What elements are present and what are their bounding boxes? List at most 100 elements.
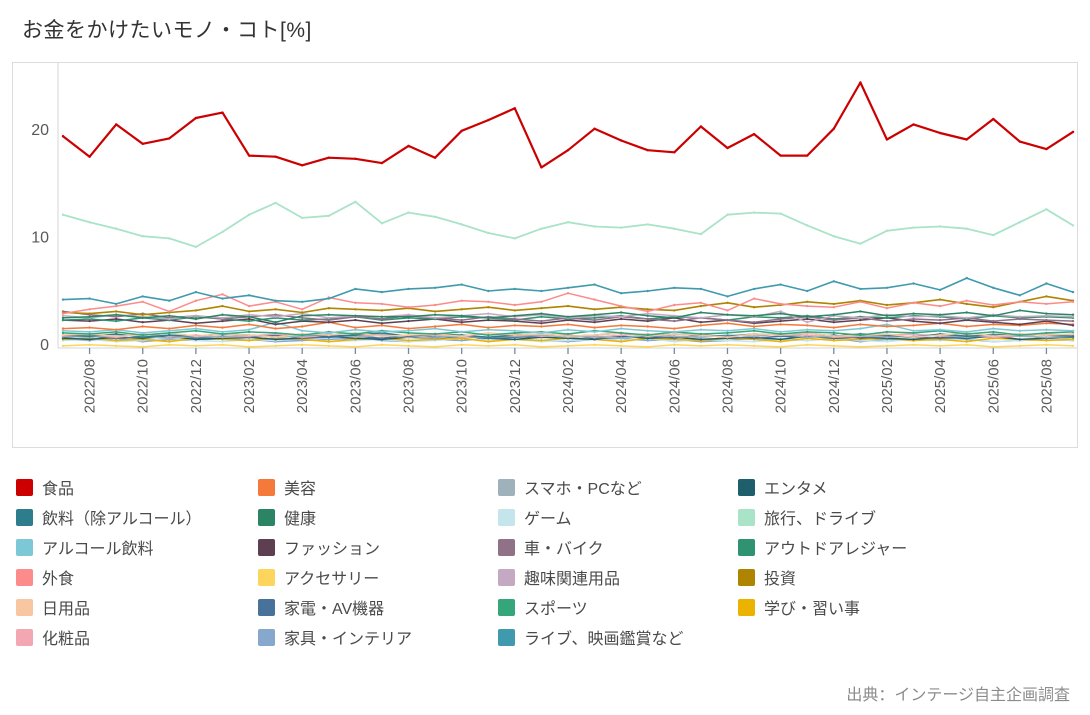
data-point-marker — [354, 336, 357, 339]
x-axis-label: 2023/08 — [401, 359, 418, 413]
data-point-marker — [194, 327, 198, 330]
data-point-marker — [1018, 317, 1021, 321]
data-point-marker — [327, 340, 330, 343]
data-point-marker — [885, 325, 889, 328]
legend-swatch — [738, 538, 755, 556]
data-point-marker — [380, 315, 384, 318]
data-point-marker — [540, 319, 543, 323]
data-point-marker — [726, 322, 729, 325]
data-point-marker — [566, 344, 570, 348]
data-point-marker — [221, 319, 224, 323]
data-point-marker — [301, 314, 304, 317]
data-point-marker — [487, 326, 490, 329]
data-point-marker — [593, 225, 596, 228]
data-point-marker — [513, 314, 516, 317]
data-point-marker — [699, 311, 703, 314]
data-point-marker — [407, 319, 410, 323]
legend-swatch — [258, 538, 275, 556]
data-point-marker — [327, 214, 330, 217]
data-point-marker — [327, 321, 330, 324]
data-point-marker — [115, 302, 118, 306]
legend-swatch — [16, 508, 33, 526]
data-point-marker — [779, 319, 782, 323]
data-point-marker — [354, 345, 357, 349]
data-point-marker — [380, 302, 384, 306]
data-point-marker — [699, 125, 703, 128]
data-point-marker — [779, 338, 782, 341]
data-point-marker — [194, 329, 198, 332]
data-point-marker — [726, 336, 729, 339]
data-point-marker — [354, 287, 357, 291]
data-point-marker — [779, 330, 782, 334]
data-point-marker — [566, 328, 570, 331]
data-point-marker — [593, 343, 596, 346]
data-point-marker — [168, 329, 171, 332]
data-point-marker — [593, 318, 596, 322]
data-point-marker — [88, 335, 91, 338]
data-point-marker — [407, 331, 410, 335]
data-point-marker — [965, 138, 968, 141]
data-point-marker — [859, 316, 862, 320]
data-point-marker — [274, 299, 277, 302]
data-point-marker — [327, 156, 330, 159]
data-point-marker — [1071, 319, 1075, 323]
data-point-marker — [141, 316, 144, 320]
legend-swatch — [16, 628, 33, 646]
data-point-marker — [885, 336, 889, 339]
x-axis-label: 2023/12 — [507, 359, 524, 413]
data-point-marker — [938, 298, 942, 301]
data-point-marker — [88, 221, 91, 224]
legend-swatch — [258, 508, 275, 526]
data-point-marker — [699, 336, 703, 339]
legend-label: スポーツ — [524, 601, 588, 618]
legend-label: 日用品 — [42, 601, 91, 618]
data-point-marker — [726, 295, 729, 298]
data-point-marker — [752, 340, 756, 343]
data-point-marker — [1071, 224, 1075, 227]
data-point-marker — [992, 345, 995, 349]
legend-swatch — [258, 568, 275, 586]
legend-item: 化粧品 — [16, 622, 258, 652]
data-point-marker — [806, 339, 809, 342]
data-point-marker — [992, 327, 995, 330]
data-point-marker — [673, 227, 676, 230]
legend-label: ライブ、映画鑑賞など — [524, 631, 684, 648]
data-point-marker — [433, 303, 437, 307]
data-point-marker — [247, 333, 251, 337]
data-point-marker — [327, 333, 330, 337]
data-point-marker — [646, 308, 649, 311]
data-point-marker — [407, 344, 410, 348]
data-point-marker — [115, 304, 118, 308]
data-point-marker — [540, 322, 543, 325]
data-point-marker — [885, 344, 889, 348]
data-point-marker — [513, 343, 516, 346]
data-point-marker — [221, 313, 224, 316]
data-point-marker — [646, 312, 649, 315]
data-point-marker — [247, 319, 251, 323]
data-point-marker — [407, 327, 410, 330]
data-point-marker — [1045, 318, 1048, 322]
data-point-marker — [779, 302, 782, 306]
legend-label: 趣味関連用品 — [524, 571, 621, 588]
data-point-marker — [699, 338, 703, 341]
data-point-marker — [752, 306, 756, 309]
data-point-marker — [566, 323, 570, 326]
data-point-marker — [61, 333, 65, 337]
data-point-marker — [141, 336, 144, 339]
data-point-marker — [513, 237, 516, 240]
data-point-marker — [327, 331, 330, 335]
data-point-marker — [460, 223, 463, 226]
data-point-marker — [487, 333, 490, 337]
data-point-marker — [620, 311, 623, 314]
data-point-marker — [673, 309, 676, 312]
legend-label: 投資 — [764, 571, 797, 588]
data-point-marker — [460, 308, 463, 311]
data-point-marker — [699, 324, 703, 327]
data-point-marker — [566, 304, 570, 308]
data-point-marker — [1071, 332, 1075, 336]
data-point-marker — [1018, 333, 1021, 337]
data-point-marker — [433, 286, 437, 289]
data-point-marker — [593, 127, 596, 130]
data-point-marker — [699, 321, 703, 324]
legend-item: スポーツ — [498, 592, 738, 622]
